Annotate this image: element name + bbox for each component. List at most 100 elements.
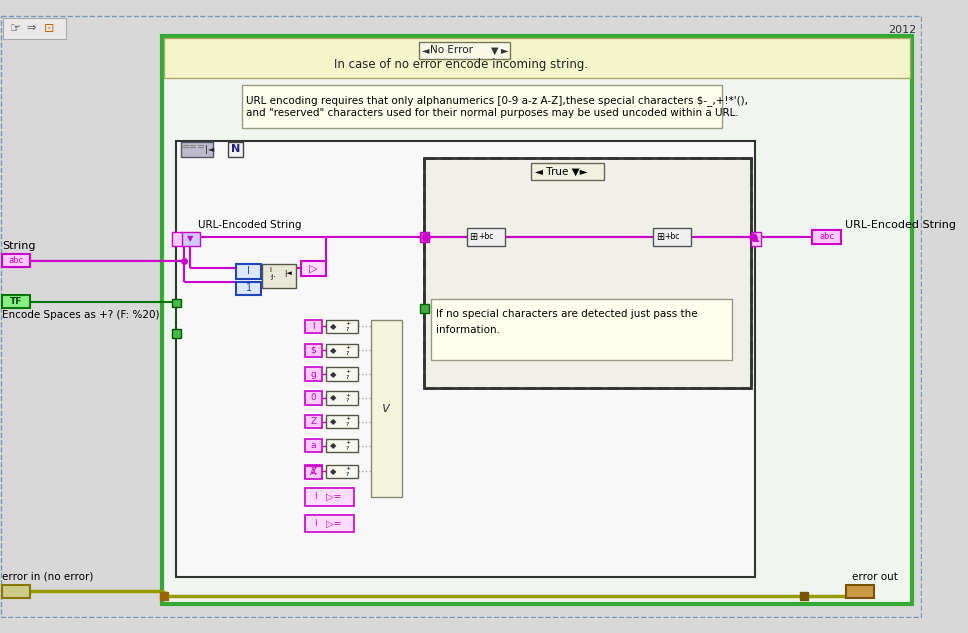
Text: ◆: ◆ <box>330 394 337 403</box>
Bar <box>305 367 322 381</box>
Text: ◆: ◆ <box>330 441 337 450</box>
Text: ◆: ◆ <box>330 467 337 476</box>
Bar <box>164 38 910 78</box>
Bar <box>419 42 510 59</box>
Text: ☞: ☞ <box>10 22 20 35</box>
Text: +bc: +bc <box>665 232 681 241</box>
Text: +bc: +bc <box>478 232 494 241</box>
Text: +
?: + ? <box>345 392 350 403</box>
Text: abc: abc <box>9 256 24 265</box>
Text: ◄: ◄ <box>422 46 430 55</box>
Text: a: a <box>311 441 316 450</box>
Text: ◄ True ▼►: ◄ True ▼► <box>535 166 588 176</box>
Text: ◆: ◆ <box>330 346 337 355</box>
Bar <box>325 465 358 478</box>
Bar <box>181 232 200 246</box>
Bar <box>172 232 182 246</box>
Text: ⊞: ⊞ <box>656 232 664 242</box>
Bar <box>420 304 430 313</box>
Bar <box>305 439 322 452</box>
Text: ⊞: ⊞ <box>469 232 477 242</box>
Text: +
?: + ? <box>345 345 350 356</box>
Text: +
?: + ? <box>345 466 350 477</box>
Bar <box>325 415 358 429</box>
Text: 1: 1 <box>246 284 252 294</box>
Bar <box>181 142 213 157</box>
Bar <box>531 163 604 180</box>
Text: No Error: No Error <box>431 46 473 55</box>
Text: URL encoding requires that only alphanumerics [0-9 a-z A-Z],these special charac: URL encoding requires that only alphanum… <box>246 95 747 106</box>
Bar <box>305 489 354 506</box>
Text: +
?: + ? <box>345 321 350 332</box>
Text: ▷=: ▷= <box>325 492 342 502</box>
Text: +
?: + ? <box>345 368 350 380</box>
Text: ⇒: ⇒ <box>27 23 36 34</box>
Text: |◄: |◄ <box>284 270 291 277</box>
Bar <box>305 465 322 478</box>
Text: I: I <box>315 519 317 528</box>
Bar <box>236 264 261 279</box>
Text: I: I <box>312 322 315 331</box>
Text: i
·j·: i ·j· <box>269 266 276 280</box>
Text: Z: Z <box>310 467 317 476</box>
Text: ►: ► <box>500 46 508 55</box>
Text: A: A <box>310 468 317 477</box>
Bar <box>301 261 325 276</box>
Bar <box>325 367 358 381</box>
Text: |◄: |◄ <box>205 145 214 154</box>
Bar <box>653 229 691 246</box>
Text: ◆: ◆ <box>330 370 337 379</box>
Bar <box>372 320 402 497</box>
Text: +
?: + ? <box>345 440 350 451</box>
Bar <box>325 439 358 452</box>
Bar <box>305 391 322 404</box>
Text: ▷=: ▷= <box>325 518 342 529</box>
Text: abc: abc <box>819 232 834 241</box>
Bar <box>227 142 243 157</box>
Bar <box>325 391 358 404</box>
Text: ▼: ▼ <box>187 234 194 244</box>
Text: If no special characters are detected just pass the
information.: If no special characters are detected ju… <box>437 310 698 335</box>
Bar <box>420 232 430 242</box>
Text: 0: 0 <box>311 394 317 403</box>
Text: TF: TF <box>10 298 22 306</box>
Text: +
?: + ? <box>345 417 350 427</box>
Bar <box>846 584 874 598</box>
Text: and "reserved" characters used for their normal purposes may be used uncoded wit: and "reserved" characters used for their… <box>246 108 739 118</box>
Text: v: v <box>382 401 391 415</box>
Bar <box>242 85 722 128</box>
Bar <box>305 320 322 333</box>
Text: URL-Encoded String: URL-Encoded String <box>198 220 302 230</box>
Text: ▲: ▲ <box>753 234 759 244</box>
Text: N: N <box>230 144 240 154</box>
Bar <box>325 344 358 357</box>
Bar <box>305 415 322 429</box>
Text: 2012: 2012 <box>888 25 916 35</box>
Bar <box>424 158 751 389</box>
Text: I: I <box>315 492 317 501</box>
Bar <box>305 465 322 479</box>
Bar <box>2 295 30 308</box>
Bar <box>2 584 30 598</box>
Text: String: String <box>2 241 36 251</box>
Text: error in (no error): error in (no error) <box>2 572 93 582</box>
Text: ⊡: ⊡ <box>44 22 54 35</box>
Text: error out: error out <box>852 572 898 582</box>
Bar <box>162 36 912 604</box>
Text: In case of no error encode incoming string.: In case of no error encode incoming stri… <box>334 58 588 71</box>
Bar <box>467 229 504 246</box>
Bar <box>172 299 181 308</box>
Text: ▼: ▼ <box>492 46 499 55</box>
Bar <box>176 141 755 577</box>
Bar <box>236 282 261 295</box>
Bar <box>172 329 181 338</box>
Text: ◆: ◆ <box>330 417 337 426</box>
Bar <box>2 254 30 268</box>
Text: $: $ <box>311 346 317 355</box>
Text: I: I <box>247 266 250 276</box>
Bar <box>325 320 358 333</box>
Text: Z: Z <box>310 417 317 426</box>
Bar <box>3 18 66 39</box>
Text: ▷: ▷ <box>309 263 318 273</box>
Bar <box>305 344 322 357</box>
